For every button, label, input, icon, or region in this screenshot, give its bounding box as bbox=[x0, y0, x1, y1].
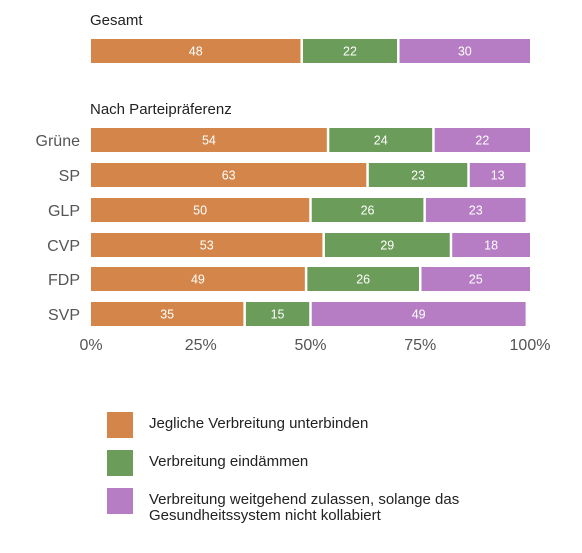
x-tick-label-2: 50% bbox=[294, 337, 326, 354]
stacked-bar-chart: Gesamt 48 22 30 Nach Parteipräferenz Grüne 54 2… bbox=[36, 12, 551, 354]
legend-swatch-eindaemmen bbox=[107, 450, 133, 476]
category-label-svp: SVP bbox=[48, 307, 80, 324]
data-label-cvp-series-2: 18 bbox=[484, 239, 498, 253]
bar-fdp-series-2 bbox=[421, 267, 530, 291]
bar-cvp-series-2 bbox=[452, 233, 530, 257]
data-label-fdp-series-2: 25 bbox=[469, 273, 483, 287]
bar-sp-series-2 bbox=[469, 163, 526, 187]
legend-label-zulassen: Verbreitung weitgehend zulassen, solange… bbox=[149, 491, 460, 524]
data-label-gru-ne-series-2: 22 bbox=[475, 134, 489, 148]
bar-glp-series-2 bbox=[425, 198, 526, 222]
bar-glp-series-0 bbox=[91, 198, 310, 222]
legend-item-eindaemmen: Verbreitung eindämmen bbox=[107, 450, 567, 478]
legend-label-unterbinden: Jegliche Verbreitung unterbinden bbox=[149, 415, 369, 432]
x-tick-label-4: 100% bbox=[510, 337, 551, 354]
data-label-total-series-1: 22 bbox=[343, 45, 357, 59]
category-label-sp: SP bbox=[59, 168, 80, 185]
bar-gru-ne-series-0 bbox=[91, 128, 327, 152]
bar-fdp-series-1 bbox=[307, 267, 419, 291]
bar-svp-series-0 bbox=[91, 302, 244, 326]
panel-title-0: Gesamt bbox=[90, 12, 143, 29]
category-label-cvp: CVP bbox=[47, 238, 80, 255]
data-label-fdp-series-1: 26 bbox=[356, 273, 370, 287]
bar-gru-ne-series-1 bbox=[329, 128, 433, 152]
legend-swatch-zulassen bbox=[107, 488, 133, 514]
bar-total-series-1 bbox=[302, 39, 398, 63]
data-label-sp-series-1: 23 bbox=[411, 169, 425, 183]
legend-label-eindaemmen: Verbreitung eindämmen bbox=[149, 453, 309, 470]
data-label-glp-series-1: 26 bbox=[361, 204, 375, 218]
data-label-svp-series-0: 35 bbox=[160, 308, 174, 322]
bar-svp-series-1 bbox=[245, 302, 310, 326]
data-label-glp-series-0: 50 bbox=[193, 204, 207, 218]
data-label-total-series-2: 30 bbox=[458, 45, 472, 59]
category-label-glp: GLP bbox=[48, 203, 80, 220]
legend-item-unterbinden: Jegliche Verbreitung unterbinden bbox=[107, 412, 567, 440]
legend-swatch-unterbinden bbox=[107, 412, 133, 438]
data-label-total-series-0: 48 bbox=[189, 45, 203, 59]
category-label-fdp: FDP bbox=[48, 272, 80, 289]
data-label-svp-series-2: 49 bbox=[412, 308, 426, 322]
bar-cvp-series-1 bbox=[324, 233, 450, 257]
bar-total-series-2 bbox=[399, 39, 530, 63]
legend-item-zulassen: Verbreitung weitgehend zulassen, solange… bbox=[107, 488, 567, 524]
category-label-gru-ne: Grüne bbox=[36, 133, 81, 150]
x-tick-label-1: 25% bbox=[185, 337, 217, 354]
bar-gru-ne-series-2 bbox=[434, 128, 530, 152]
bar-svp-series-2 bbox=[311, 302, 526, 326]
bar-fdp-series-0 bbox=[91, 267, 305, 291]
data-label-gru-ne-series-1: 24 bbox=[374, 134, 388, 148]
legend: Jegliche Verbreitung unterbinden Verbrei… bbox=[107, 412, 567, 526]
bar-sp-series-0 bbox=[91, 163, 367, 187]
x-tick-label-0: 0% bbox=[79, 337, 102, 354]
data-label-cvp-series-1: 29 bbox=[380, 239, 394, 253]
data-label-sp-series-0: 63 bbox=[222, 169, 236, 183]
bar-sp-series-1 bbox=[368, 163, 468, 187]
bar-total-series-0 bbox=[91, 39, 301, 63]
bar-glp-series-1 bbox=[311, 198, 424, 222]
data-label-fdp-series-0: 49 bbox=[191, 273, 205, 287]
data-label-sp-series-2: 13 bbox=[491, 169, 505, 183]
data-label-glp-series-2: 23 bbox=[469, 204, 483, 218]
x-tick-label-3: 75% bbox=[404, 337, 436, 354]
data-label-svp-series-1: 15 bbox=[271, 308, 285, 322]
data-label-gru-ne-series-0: 54 bbox=[202, 134, 216, 148]
panel-title-1: Nach Parteipräferenz bbox=[90, 101, 232, 118]
data-label-cvp-series-0: 53 bbox=[200, 239, 214, 253]
bar-cvp-series-0 bbox=[91, 233, 323, 257]
